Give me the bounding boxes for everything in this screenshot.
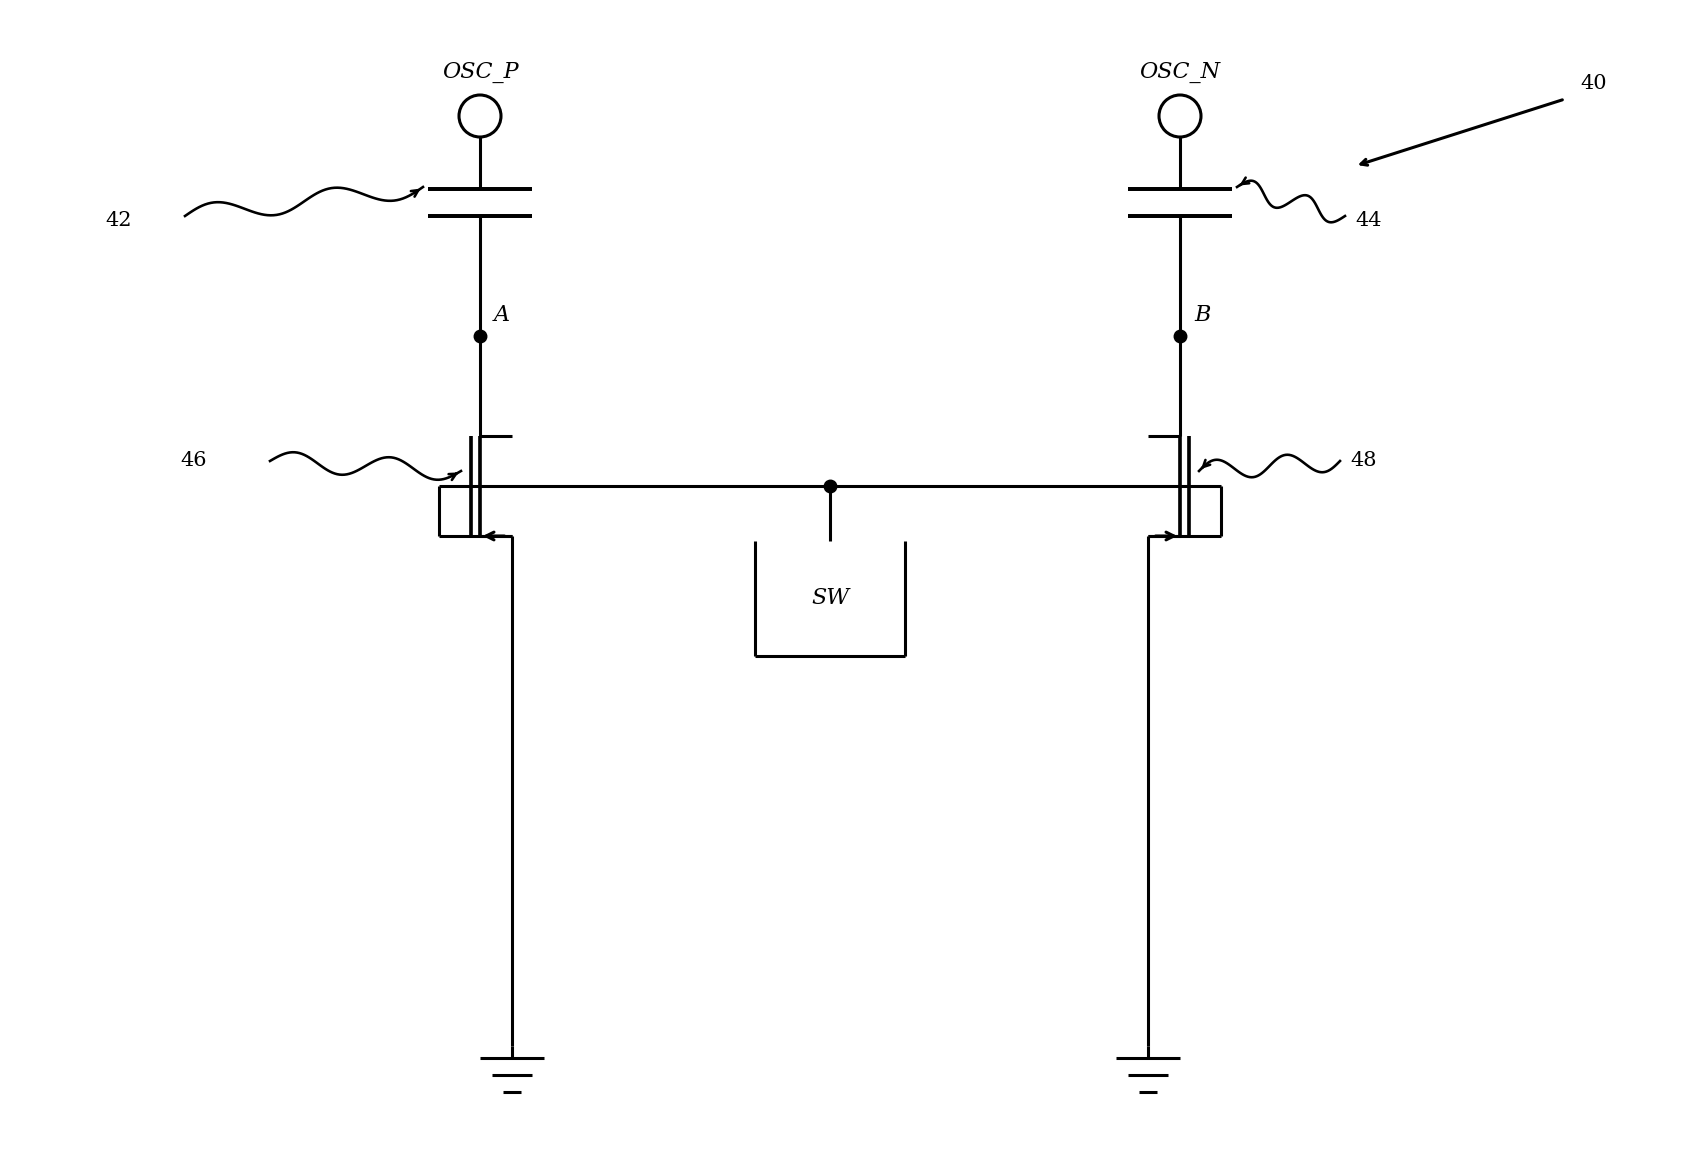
Text: 42: 42 [104,211,131,230]
Text: 44: 44 [1354,211,1381,230]
Text: A: A [493,304,510,326]
Text: OSC_N: OSC_N [1139,61,1221,83]
Text: B: B [1193,304,1210,326]
Text: 46: 46 [179,451,207,470]
Text: SW: SW [811,588,848,609]
Text: 40: 40 [1579,74,1606,93]
Text: 48: 48 [1349,451,1376,470]
Text: OSC_P: OSC_P [442,61,517,83]
